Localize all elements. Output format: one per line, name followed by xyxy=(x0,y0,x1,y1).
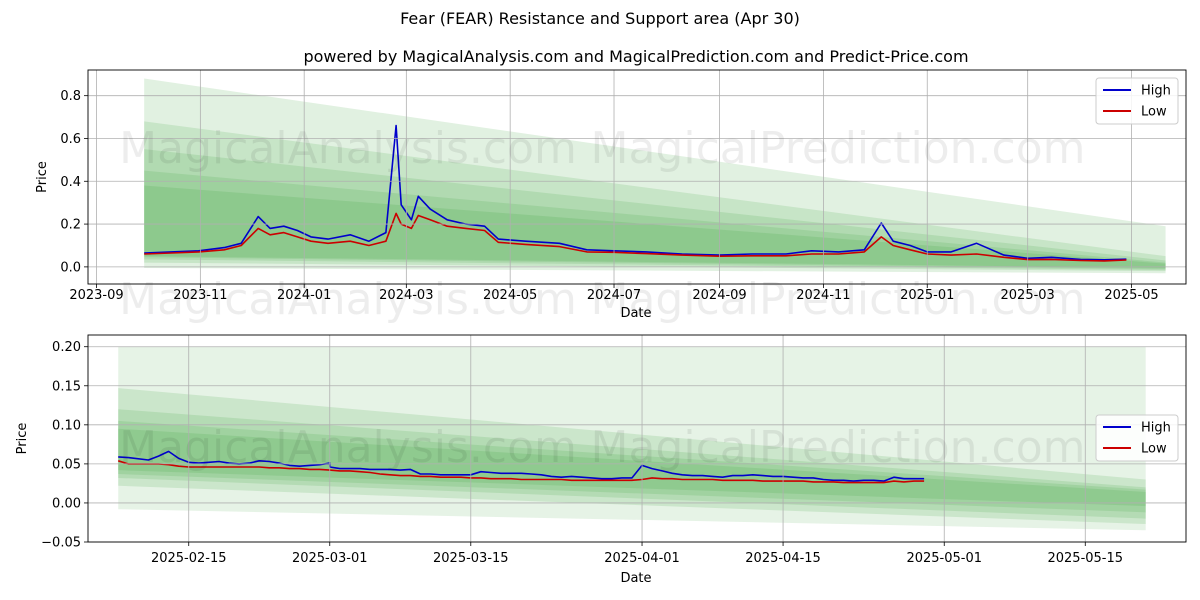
x-tick-label: 2025-05 xyxy=(1104,288,1158,303)
series-line-high xyxy=(144,124,1127,261)
series-line-low xyxy=(117,460,925,484)
x-tick-label: 2025-05-01 xyxy=(906,551,982,566)
prediction-band-2 xyxy=(118,388,1146,525)
x-tick-label: 2025-03-01 xyxy=(292,551,368,566)
x-tick-label: 2025-03-15 xyxy=(433,551,509,566)
axes-frame xyxy=(87,334,1187,543)
watermark-text: MagicalAnalysis.com xyxy=(119,123,577,174)
legend: High Low xyxy=(1095,414,1179,462)
y-tick-label: 0.00 xyxy=(52,496,81,511)
y-tick-label: 0.10 xyxy=(52,418,81,433)
watermark-text: MagicalPrediction.com xyxy=(591,274,1086,325)
y-tick-label: 0.8 xyxy=(60,89,81,104)
legend-label-high: High xyxy=(1141,84,1171,99)
x-tick-label: 2024-05 xyxy=(483,288,537,303)
y-tick-label: 0.4 xyxy=(60,175,81,190)
x-tick-label: 2024-03 xyxy=(379,288,433,303)
x-tick-label: 2023-11 xyxy=(173,288,227,303)
chart-panel-1: MagicalAnalysis.com MagicalPrediction.com… xyxy=(35,47,1187,321)
y-tick-label: −0.05 xyxy=(41,536,81,551)
series-line-low xyxy=(144,212,1127,262)
x-tick-label: 2025-05-15 xyxy=(1047,551,1123,566)
prediction-band-5 xyxy=(144,185,1166,268)
chart-title: powered by MagicalAnalysis.com and Magic… xyxy=(303,47,968,66)
y-tick-label: 0.05 xyxy=(52,457,81,472)
watermark-text: MagicalAnalysis.com xyxy=(119,274,577,325)
y-tick-label: 0.2 xyxy=(60,218,81,233)
y-tick-label: 0.20 xyxy=(52,340,81,355)
prediction-band-1 xyxy=(118,346,1146,531)
x-axis-label: Date xyxy=(620,306,651,321)
y-tick-label: 0.6 xyxy=(60,132,81,147)
chart-panel-2: MagicalAnalysis.com MagicalPrediction.com… xyxy=(15,334,1187,586)
x-tick-label: 2023-09 xyxy=(69,288,123,303)
y-axis-label: Price xyxy=(15,423,30,455)
x-tick-label: 2024-11 xyxy=(796,288,850,303)
prediction-band-1 xyxy=(144,78,1166,274)
legend-label-high: High xyxy=(1141,421,1171,436)
x-tick-label: 2024-07 xyxy=(587,288,641,303)
x-tick-label: 2025-04-01 xyxy=(604,551,680,566)
legend-label-low: Low xyxy=(1141,105,1167,120)
x-tick-label: 2025-04-15 xyxy=(745,551,821,566)
x-axis-label: Date xyxy=(620,571,651,586)
x-tick-label: 2024-01 xyxy=(277,288,331,303)
x-tick-label: 2025-03 xyxy=(1001,288,1055,303)
y-axis-label: Price xyxy=(35,161,50,193)
series-line-high xyxy=(118,450,925,482)
prediction-band-4 xyxy=(144,170,1166,270)
y-tick-label: 0.15 xyxy=(52,379,81,394)
watermark-text: MagicalPrediction.com xyxy=(591,422,1086,473)
prediction-band-4 xyxy=(118,420,1146,513)
x-tick-label: 2025-01 xyxy=(900,288,954,303)
axes-frame xyxy=(87,69,1187,285)
x-tick-label: 2025-02-15 xyxy=(151,551,227,566)
prediction-band-2 xyxy=(144,121,1166,272)
prediction-band-5 xyxy=(118,428,1146,507)
figure-suptitle: Fear (FEAR) Resistance and Support area … xyxy=(400,9,800,28)
legend-label-low: Low xyxy=(1141,442,1167,457)
plot-area xyxy=(144,78,1166,274)
x-tick-label: 2024-09 xyxy=(692,288,746,303)
watermark-text: MagicalPrediction.com xyxy=(591,123,1086,174)
legend: High Low xyxy=(1095,77,1179,125)
watermark-text: MagicalAnalysis.com xyxy=(119,422,577,473)
y-tick-label: 0.0 xyxy=(60,260,81,275)
